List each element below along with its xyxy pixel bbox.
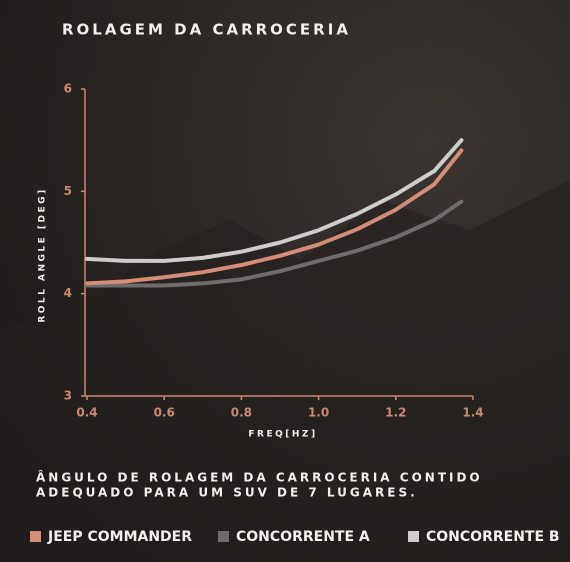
x-axis-label: FREQ[HZ] bbox=[248, 430, 317, 440]
series-line bbox=[85, 138, 464, 263]
legend-swatch bbox=[30, 531, 41, 542]
mountain-texture bbox=[0, 180, 570, 562]
x-tick-label: 0.4 bbox=[76, 406, 97, 420]
x-tick-label: 1.2 bbox=[385, 406, 406, 420]
x-tick-label: 0.8 bbox=[231, 406, 252, 420]
series-line bbox=[85, 199, 464, 288]
series-line bbox=[85, 148, 464, 286]
legend-label: CONCORRENTE A bbox=[236, 529, 370, 545]
legend-label: JEEP COMMANDER bbox=[47, 529, 192, 545]
chart-title: ROLAGEM DA CARROCERIA bbox=[62, 21, 351, 39]
note: ÂNGULO DE ROLAGEM DA CARROCERIA CONTIDO bbox=[36, 470, 483, 485]
y-tick-label: 3 bbox=[64, 389, 72, 403]
x-tick-label: 1.4 bbox=[462, 406, 483, 420]
legend-label: CONCORRENTE B bbox=[426, 529, 560, 545]
note: ADEQUADO PARA UM SUV DE 7 LUGARES. bbox=[36, 486, 418, 500]
y-tick-label: 5 bbox=[64, 184, 72, 198]
y-tick-label: 4 bbox=[64, 286, 72, 300]
x-tick-label: 1.0 bbox=[308, 406, 329, 420]
x-tick-label: 0.6 bbox=[154, 406, 175, 420]
y-tick-label: 6 bbox=[64, 82, 72, 96]
legend-swatch bbox=[408, 531, 419, 542]
y-axis-label: ROLL ANGLE [DEG] bbox=[38, 187, 48, 322]
legend-swatch bbox=[218, 531, 229, 542]
